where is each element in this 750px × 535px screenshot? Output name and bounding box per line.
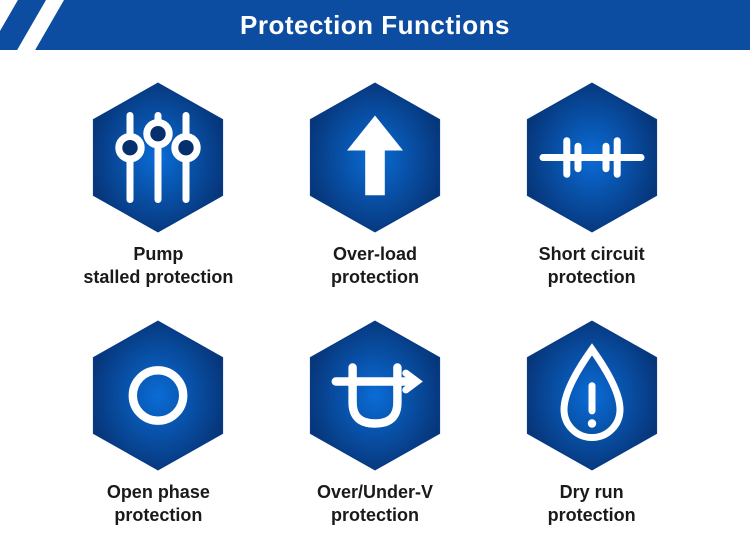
feature-label: Pump stalled protection — [83, 243, 233, 288]
features-grid: Pump stalled protection Over-load protec… — [0, 50, 750, 535]
ushape-icon — [305, 318, 445, 473]
hexagon-badge — [88, 318, 228, 473]
droplet-icon — [522, 318, 662, 473]
header-stripes — [0, 0, 64, 50]
shortcircuit-icon — [522, 80, 662, 235]
circle-icon — [88, 318, 228, 473]
feature-label: Open phase protection — [107, 481, 210, 526]
feature-item: Over-load protection — [287, 80, 464, 288]
feature-item: Dry run protection — [503, 318, 680, 526]
hexagon-badge — [305, 80, 445, 235]
feature-label: Over-load protection — [331, 243, 419, 288]
feature-label: Dry run protection — [548, 481, 636, 526]
hexagon-badge — [522, 318, 662, 473]
feature-item: Open phase protection — [70, 318, 247, 526]
page-title: Protection Functions — [240, 10, 510, 41]
arrow-up-icon — [305, 80, 445, 235]
header-banner: Protection Functions — [0, 0, 750, 50]
feature-label: Short circuit protection — [539, 243, 645, 288]
hexagon-badge — [305, 318, 445, 473]
hexagon-badge — [88, 80, 228, 235]
feature-item: Over/Under-V protection — [287, 318, 464, 526]
feature-label: Over/Under-V protection — [317, 481, 433, 526]
hexagon-badge — [522, 80, 662, 235]
feature-item: Pump stalled protection — [70, 80, 247, 288]
sliders-icon — [88, 80, 228, 235]
feature-item: Short circuit protection — [503, 80, 680, 288]
